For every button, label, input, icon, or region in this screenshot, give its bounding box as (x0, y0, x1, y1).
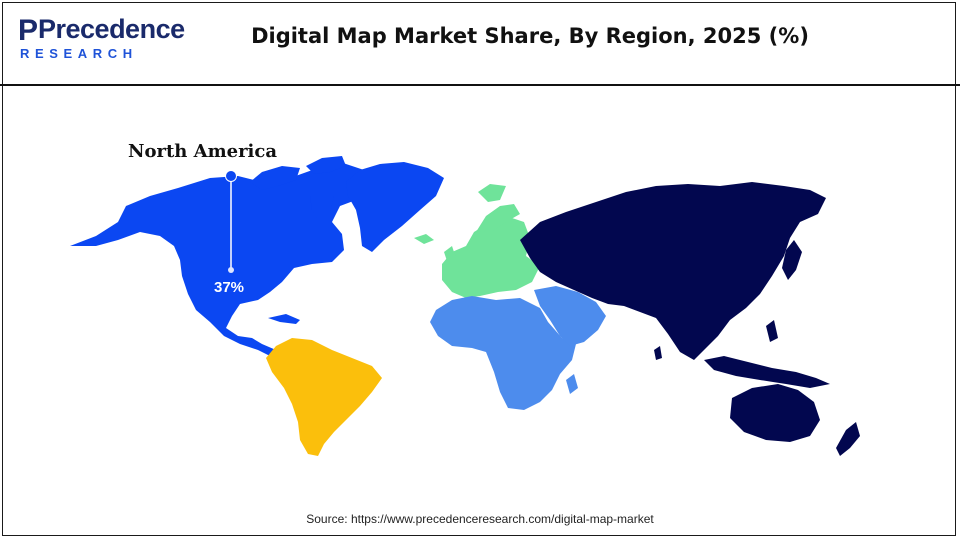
logo-p-letter: P (18, 14, 39, 47)
new-zealand (836, 422, 860, 456)
greenland (346, 162, 444, 252)
middle-east (534, 286, 606, 346)
sri-lanka (654, 346, 662, 360)
baffin-island (310, 188, 334, 220)
arctic-islands-2 (306, 156, 346, 174)
asia-mainland (520, 182, 826, 360)
region-latin-america (266, 338, 382, 456)
callout-bottom-dot (228, 267, 234, 273)
callout-share-value: 37% (214, 279, 245, 296)
header: P Precedence RESEARCH Digital Map Market… (0, 0, 960, 86)
north-america-mainland (70, 162, 372, 356)
madagascar (566, 374, 578, 394)
arctic-islands (250, 166, 300, 190)
source-note: Source: https://www.precedenceresearch.c… (306, 512, 654, 526)
logo-name: Precedence (38, 14, 185, 44)
south-america (266, 338, 382, 456)
callout-top-dot (225, 170, 237, 182)
precedence-research-logo: P Precedence RESEARCH (18, 14, 185, 62)
region-asia-pacific (520, 182, 860, 456)
scandinavia (476, 204, 520, 232)
uk (444, 246, 456, 264)
region-middle-east-africa (430, 286, 606, 410)
japan (782, 240, 802, 280)
iceland (414, 234, 434, 244)
philippines (766, 320, 778, 342)
europe-mainland (442, 216, 540, 298)
svalbard (478, 184, 506, 202)
southeast-asia-islands (704, 356, 830, 388)
australia (730, 384, 820, 442)
logo-sub: RESEARCH (20, 46, 138, 61)
region-north-america (70, 156, 444, 356)
caribbean-islands (268, 314, 300, 324)
world-map (70, 156, 860, 456)
callout-region-label: North America (128, 141, 278, 162)
africa (430, 296, 576, 410)
region-europe (414, 184, 540, 298)
page-title: Digital Map Market Share, By Region, 202… (251, 24, 809, 48)
